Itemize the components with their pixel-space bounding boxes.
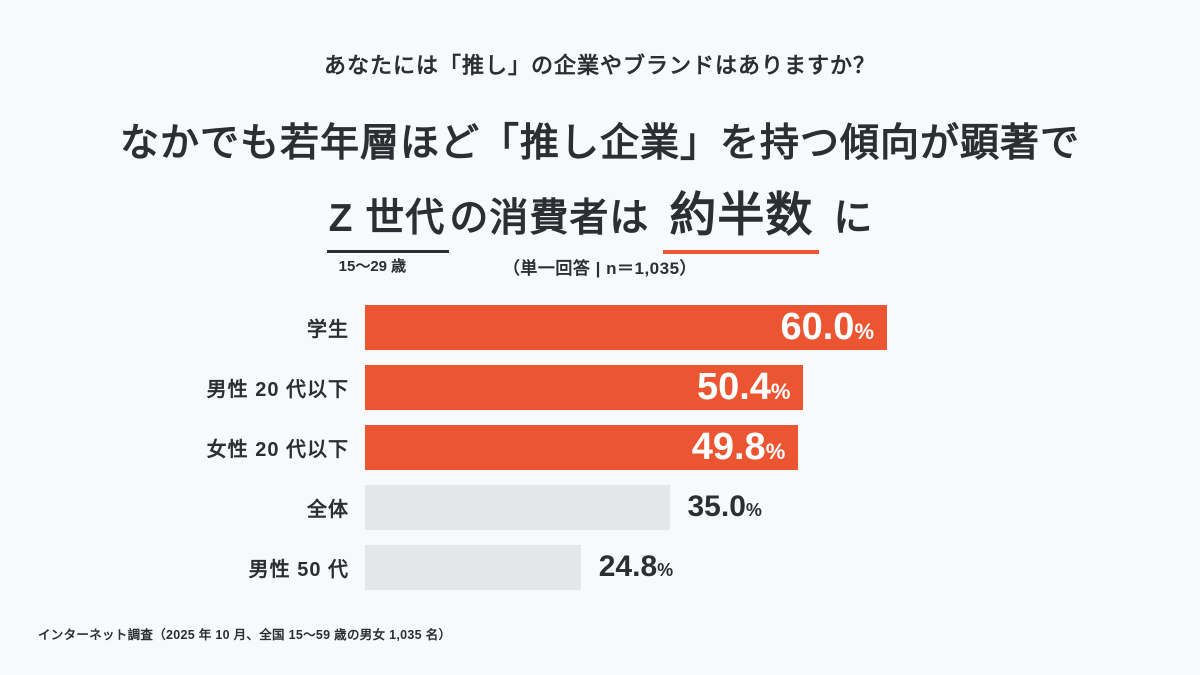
chart-caption: （単一回答 | n＝1,035）: [502, 259, 698, 278]
bar-category-label: 男性 20 代以下: [206, 378, 349, 401]
bar-value-label: 49.8%: [692, 426, 786, 469]
headline-suffix: に: [833, 197, 874, 240]
bar-value-label: 50.4%: [697, 366, 791, 409]
bar-category-label: 学生: [307, 318, 349, 341]
bar-row: 全体 35.0%: [0, 477, 1200, 537]
headline-line1: なかでも若年層ほど「推し企業」を持つ傾向が顕著で: [119, 122, 1080, 165]
bar-chart: 学生 60.0% 男性 20 代以下 50.4% 女性 20 代以下 49.8% 全体 35.…: [0, 297, 1200, 597]
bar-row: 男性 50 代 24.8%: [0, 537, 1200, 597]
bar-value-percent-sign: %: [745, 500, 762, 520]
bar-value-number: 49.8: [691, 425, 766, 468]
bar-value-number: 50.4: [696, 365, 771, 408]
bar-category-label: 男性 50 代: [248, 558, 349, 581]
headline-mid-text: の消費者は: [449, 197, 650, 240]
headline-line2: Z 世代 15〜29 歳 の消費者は 約半数 に: [0, 176, 1200, 275]
bar-value-percent-sign: %: [770, 378, 791, 404]
bar-value-percent-sign: %: [854, 318, 874, 344]
bar-muted: [365, 544, 581, 590]
headline-segment-zgen: Z 世代 15〜29 歳 の消費者は: [326, 187, 650, 275]
bar-value-label: 60.0%: [780, 306, 874, 349]
z-generation-text: Z 世代: [328, 197, 446, 240]
source-footnote: インターネット調査（2025 年 10 月、全国 15〜59 歳の男女 1,03…: [38, 628, 452, 642]
bar-value-label: 24.8%: [599, 550, 673, 584]
bar-row: 学生 60.0%: [0, 297, 1200, 357]
bar-category-label: 女性 20 代以下: [206, 438, 349, 461]
bar-value-percent-sign: %: [657, 560, 674, 580]
bar-row: 女性 20 代以下 49.8%: [0, 417, 1200, 477]
survey-question: あなたには「推し」の企業やブランドはありますか？: [323, 53, 876, 78]
bar-value-number: 60.0: [780, 305, 855, 348]
bar-value-percent-sign: %: [765, 438, 786, 464]
bar-muted: [365, 484, 670, 530]
z-generation-underlined: Z 世代 15〜29 歳: [326, 187, 450, 275]
bar-value-number: 35.0: [687, 490, 746, 523]
z-generation-age-note: 15〜29 歳: [338, 258, 407, 275]
bar-value-label: 35.0%: [688, 490, 762, 524]
headline-emphasis: 約半数: [663, 176, 820, 254]
bar-highlighted: 49.8%: [365, 424, 799, 470]
bar-category-label: 全体: [307, 498, 349, 521]
bar-highlighted: 50.4%: [365, 364, 804, 410]
bar-value-number: 24.8: [598, 550, 658, 583]
bar-row: 男性 20 代以下 50.4%: [0, 357, 1200, 417]
bar-highlighted: 60.0%: [365, 304, 887, 350]
